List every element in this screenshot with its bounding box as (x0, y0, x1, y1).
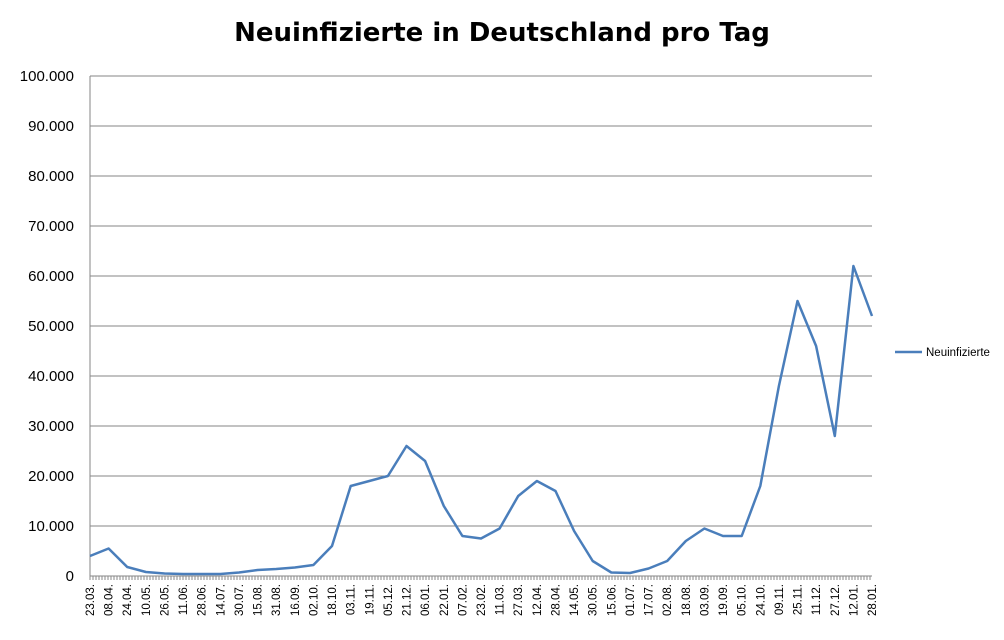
y-tick-label: 80.000 (28, 168, 74, 185)
x-tick-label: 30.05. (588, 584, 600, 616)
x-tick-label: 02.08. (662, 584, 674, 616)
x-tick-label: 24.04. (122, 584, 134, 616)
x-tick-label: 14.07. (215, 584, 227, 616)
x-tick-label: 15.08. (253, 584, 265, 616)
y-tick-label: 10.000 (28, 518, 74, 535)
y-tick-label: 70.000 (28, 218, 74, 235)
x-tick-label: 09.11. (774, 584, 786, 615)
x-tick-label: 03.09. (699, 584, 711, 616)
x-tick-label: 18.10. (327, 584, 339, 616)
series-lines (89, 264, 874, 576)
x-tick-label: 22.01. (439, 584, 451, 616)
x-tick-label: 11.03. (495, 584, 507, 615)
x-tick-label: 27.03. (513, 584, 525, 616)
y-tick-label: 50.000 (28, 318, 74, 335)
x-tick-label: 12.04. (532, 584, 544, 616)
x-tick-label: 14.05. (569, 584, 581, 616)
x-tick-label: 27.12. (830, 584, 842, 616)
legend: Neuinfizierte (895, 347, 990, 359)
x-tick-label: 11.12. (811, 584, 823, 615)
x-tick-label: 07.02. (457, 584, 469, 616)
axes (89, 76, 872, 580)
x-tick-label: 19.09. (718, 584, 730, 616)
x-tick-label: 10.05. (141, 584, 153, 616)
x-tick-label: 31.08. (271, 584, 283, 616)
x-tick-label: 21.12. (402, 584, 414, 616)
x-tick-label: 26.05. (159, 584, 171, 616)
x-tick-label: 23.03. (85, 584, 97, 616)
y-tick-label: 100.000 (20, 68, 74, 85)
x-tick-label: 05.10. (737, 584, 749, 616)
x-tick-label: 28.01. (867, 584, 879, 616)
y-tick-label: 0 (66, 568, 74, 585)
x-tick-label: 16.09. (290, 584, 302, 616)
x-tick-label: 28.06. (197, 584, 209, 616)
chart-title: Neuinfizierte in Deutschland pro Tag (234, 18, 770, 48)
x-tick-label: 17.07. (644, 584, 656, 616)
y-axis-ticks: 0 10.000 20.000 30.000 40.000 50.000 60.000 70.… (20, 68, 74, 585)
x-tick-label: 12.01. (848, 584, 860, 616)
y-tick-label: 20.000 (28, 468, 74, 485)
x-axis-ticks: 23.03. 08.04. 24.04. 10.05. 26.05. 11.06. 28.0… (85, 584, 879, 616)
x-tick-label: 24.10. (755, 584, 767, 616)
x-tick-label: 03.11. (346, 584, 358, 615)
x-tick-label: 05.12. (383, 584, 395, 616)
y-tick-label: 90.000 (28, 118, 74, 135)
legend-label: Neuinfizierte (926, 347, 990, 359)
y-tick-label: 60.000 (28, 268, 74, 285)
y-tick-label: 30.000 (28, 418, 74, 435)
x-tick-label: 01.07. (625, 584, 637, 616)
x-tick-label: 19.11. (364, 584, 376, 615)
gridlines (90, 75, 872, 577)
x-tick-label: 08.04. (104, 584, 116, 616)
x-tick-label: 18.08. (681, 584, 693, 616)
y-tick-label: 40.000 (28, 368, 74, 385)
x-tick-label: 02.10. (308, 584, 320, 616)
x-tick-label: 11.06. (178, 584, 190, 615)
series-line (89, 264, 874, 576)
x-tick-label: 23.02. (476, 584, 488, 616)
x-tick-label: 06.01. (420, 584, 432, 616)
x-tick-label: 30.07. (234, 584, 246, 616)
x-tick-label: 25.11. (793, 584, 805, 615)
x-tick-label: 28.04. (550, 584, 562, 616)
x-tick-label: 15.06. (606, 584, 618, 616)
